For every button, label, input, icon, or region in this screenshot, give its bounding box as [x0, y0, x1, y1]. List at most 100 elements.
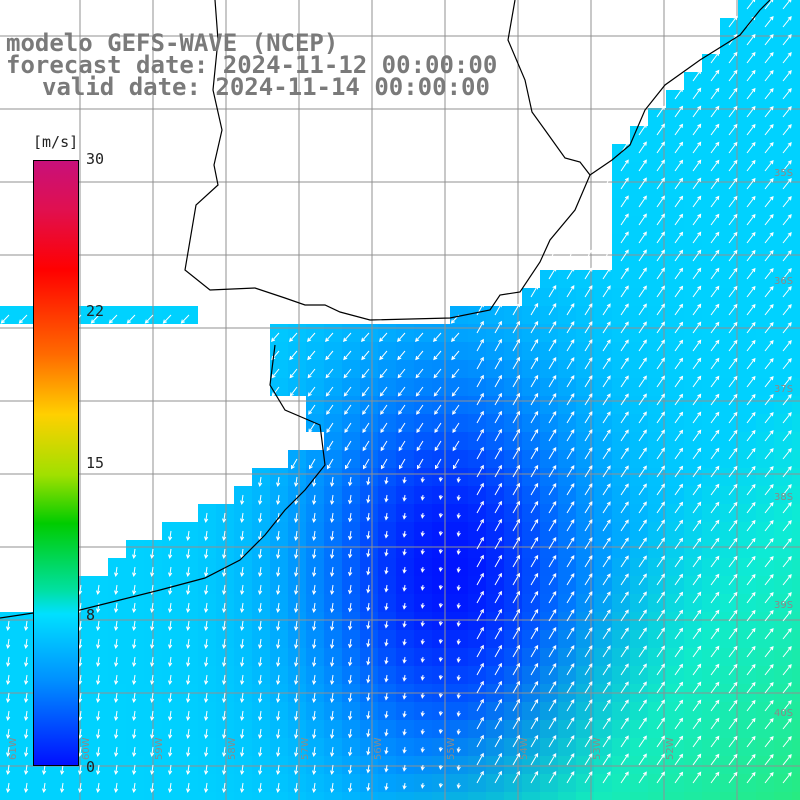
wind-arrow [764, 447, 774, 460]
wind-arrow [240, 656, 245, 667]
wind-arrow [96, 710, 101, 721]
wind-cell [468, 792, 486, 800]
wind-arrow [746, 249, 756, 262]
wind-arrow [746, 375, 756, 388]
wind-cell [612, 792, 630, 800]
wind-arrow [530, 518, 539, 532]
wind-arrow [451, 368, 460, 379]
wind-arrow [132, 656, 137, 667]
wind-arrow [746, 501, 756, 514]
wind-arrow [782, 591, 792, 604]
wind-arrow [114, 584, 119, 595]
wind-arrow [312, 764, 317, 775]
wind-arrow [530, 410, 539, 424]
wind-arrow [438, 494, 443, 501]
wind-cell [792, 324, 800, 342]
wind-arrow [494, 464, 502, 478]
wind-arrow [620, 735, 629, 748]
wind-arrow [348, 746, 353, 757]
wind-arrow [330, 548, 335, 559]
wind-arrow [566, 626, 575, 640]
wind-arrow [638, 573, 647, 586]
wind-arrow [312, 710, 317, 721]
wind-arrow [530, 770, 539, 784]
wind-arrow [494, 680, 502, 694]
wind-arrow [438, 548, 443, 555]
wind-arrow [402, 512, 407, 520]
wind-arrow [6, 728, 11, 739]
wind-arrow [710, 321, 720, 334]
wind-arrow [312, 728, 317, 739]
wind-cell [792, 738, 800, 756]
wind-arrow [728, 375, 738, 388]
wind-arrow [692, 537, 702, 550]
wind-arrow [348, 656, 353, 667]
wind-arrow [782, 267, 792, 280]
wind-arrow [258, 782, 263, 793]
wind-arrow [132, 746, 137, 757]
wind-arrow [420, 494, 425, 501]
wind-arrow [294, 512, 299, 523]
wind-arrow [258, 602, 263, 613]
wind-arrow [584, 303, 593, 316]
wind-arrow [620, 753, 629, 766]
wind-arrow [782, 15, 792, 28]
wind-arrow [656, 267, 666, 280]
wind-arrow [566, 464, 575, 478]
wind-arrow [764, 429, 774, 442]
wind-arrow [692, 735, 702, 748]
wind-arrow [312, 548, 317, 559]
wind-arrow [692, 753, 702, 766]
wind-arrow [782, 249, 792, 262]
wind-arrow [222, 764, 227, 775]
wind-arrow [782, 735, 792, 748]
wind-arrow [746, 123, 756, 136]
wind-arrow [782, 87, 792, 100]
wind-arrow [764, 411, 774, 424]
wind-arrow [168, 764, 173, 775]
wind-cell [792, 612, 800, 630]
wind-arrow [782, 519, 792, 532]
wind-arrow [150, 656, 155, 667]
wind-arrow [204, 674, 209, 685]
wind-arrow [692, 231, 702, 244]
wind-arrow [494, 374, 502, 388]
wind-arrow [764, 753, 774, 766]
wind-arrow [132, 584, 137, 595]
wind-arrow [330, 710, 335, 721]
wind-arrow [222, 728, 227, 739]
wind-arrow [186, 584, 191, 595]
wind-arrow [728, 51, 738, 64]
wind-arrow [150, 728, 155, 739]
wind-arrow [402, 602, 407, 610]
wind-arrow [530, 662, 539, 676]
wind-arrow [656, 537, 666, 550]
wind-cell [792, 216, 800, 234]
wind-arrow [330, 728, 335, 739]
wind-arrow [746, 267, 756, 280]
wind-arrow [366, 512, 371, 522]
wind-arrow [746, 735, 756, 748]
wind-arrow [312, 782, 317, 793]
wind-arrow [494, 482, 502, 496]
wind-arrow [96, 584, 101, 595]
wind-arrow [402, 494, 407, 502]
wind-arrow [638, 429, 647, 442]
colorbar-tick-15: 15 [86, 454, 105, 472]
wind-arrow [361, 368, 370, 379]
wind-arrow [602, 465, 611, 478]
wind-arrow [638, 753, 647, 766]
wind-cell [198, 792, 216, 800]
wind-arrow [366, 710, 371, 720]
wind-arrow [728, 717, 738, 730]
wind-arrow [602, 195, 611, 208]
wind-arrow [638, 717, 647, 730]
wind-arrow [96, 764, 101, 775]
wind-arrow [620, 321, 629, 334]
wind-arrow [415, 332, 424, 342]
lon-label: 59W [154, 737, 165, 760]
wind-arrow [325, 368, 334, 379]
wind-arrow [548, 519, 557, 532]
